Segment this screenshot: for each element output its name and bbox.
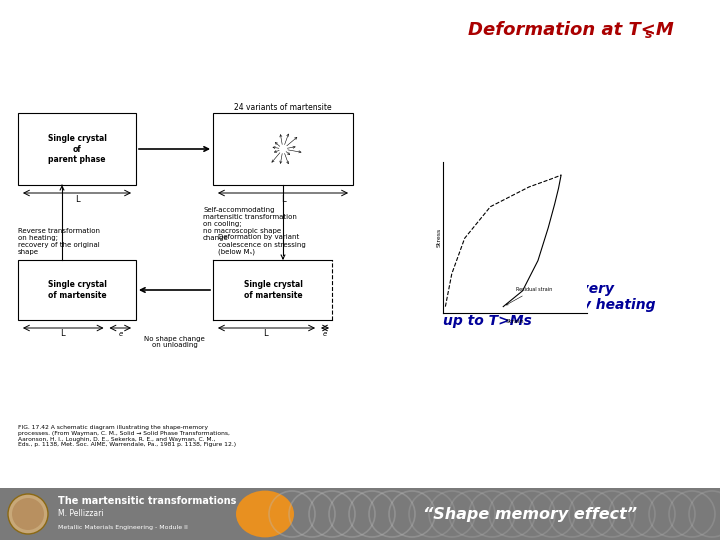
- Text: The martensitic transformations: The martensitic transformations: [58, 496, 236, 506]
- Text: L: L: [60, 329, 65, 339]
- Text: Reverse transformation
on heating;
recovery of the original
shape: Reverse transformation on heating; recov…: [18, 228, 100, 255]
- Text: Self-accommodating
martensitic transformation
on cooling;
no macroscopic shape
c: Self-accommodating martensitic transform…: [203, 207, 297, 241]
- Text: M. Pellizzari: M. Pellizzari: [58, 510, 104, 518]
- Circle shape: [12, 498, 44, 530]
- Text: Residual strain: Residual strain: [506, 287, 552, 305]
- Text: Deformation by variant
coalescence on stressing
(below Mₛ): Deformation by variant coalescence on st…: [218, 234, 306, 255]
- Text: L: L: [281, 194, 285, 204]
- Text: L: L: [75, 194, 79, 204]
- Text: Single crystal
of martensite: Single crystal of martensite: [48, 280, 107, 300]
- Ellipse shape: [236, 491, 294, 537]
- Text: 24 variants of martensite: 24 variants of martensite: [234, 103, 332, 111]
- X-axis label: Strain: Strain: [505, 319, 524, 324]
- Text: Single crystal
of
parent phase: Single crystal of parent phase: [48, 134, 107, 164]
- Text: FIG. 17.41 A schematic loading and unloading
stress-strain curve for a superelas: FIG. 17.41 A schematic loading and unloa…: [443, 240, 564, 256]
- Circle shape: [8, 494, 48, 534]
- Text: Metallic Materials Engineering - Module II: Metallic Materials Engineering - Module …: [58, 524, 188, 530]
- Text: “Shape memory effect”: “Shape memory effect”: [423, 507, 637, 522]
- Y-axis label: Stress: Stress: [436, 228, 441, 247]
- Bar: [18, 260, 136, 320]
- Text: Single crystal
of martensite: Single crystal of martensite: [244, 280, 302, 300]
- Text: Deformation recovery
(original shape) by heating
up to T>Ms: Deformation recovery (original shape) by…: [443, 282, 655, 328]
- Text: e: e: [119, 331, 123, 337]
- Text: FIG. 17.42 A schematic diagram illustrating the shape-memory
processes. (From Wa: FIG. 17.42 A schematic diagram illustrat…: [18, 425, 236, 448]
- Text: e: e: [323, 331, 327, 337]
- Text: s: s: [645, 28, 652, 40]
- Text: Shape memory: Shape memory: [443, 260, 583, 278]
- Bar: [18, 113, 136, 185]
- Bar: [213, 113, 353, 185]
- Bar: [0, 488, 720, 540]
- Text: L: L: [264, 329, 268, 339]
- Text: No shape change
on unloading: No shape change on unloading: [144, 335, 205, 348]
- Text: Deformation at T<M: Deformation at T<M: [468, 21, 674, 39]
